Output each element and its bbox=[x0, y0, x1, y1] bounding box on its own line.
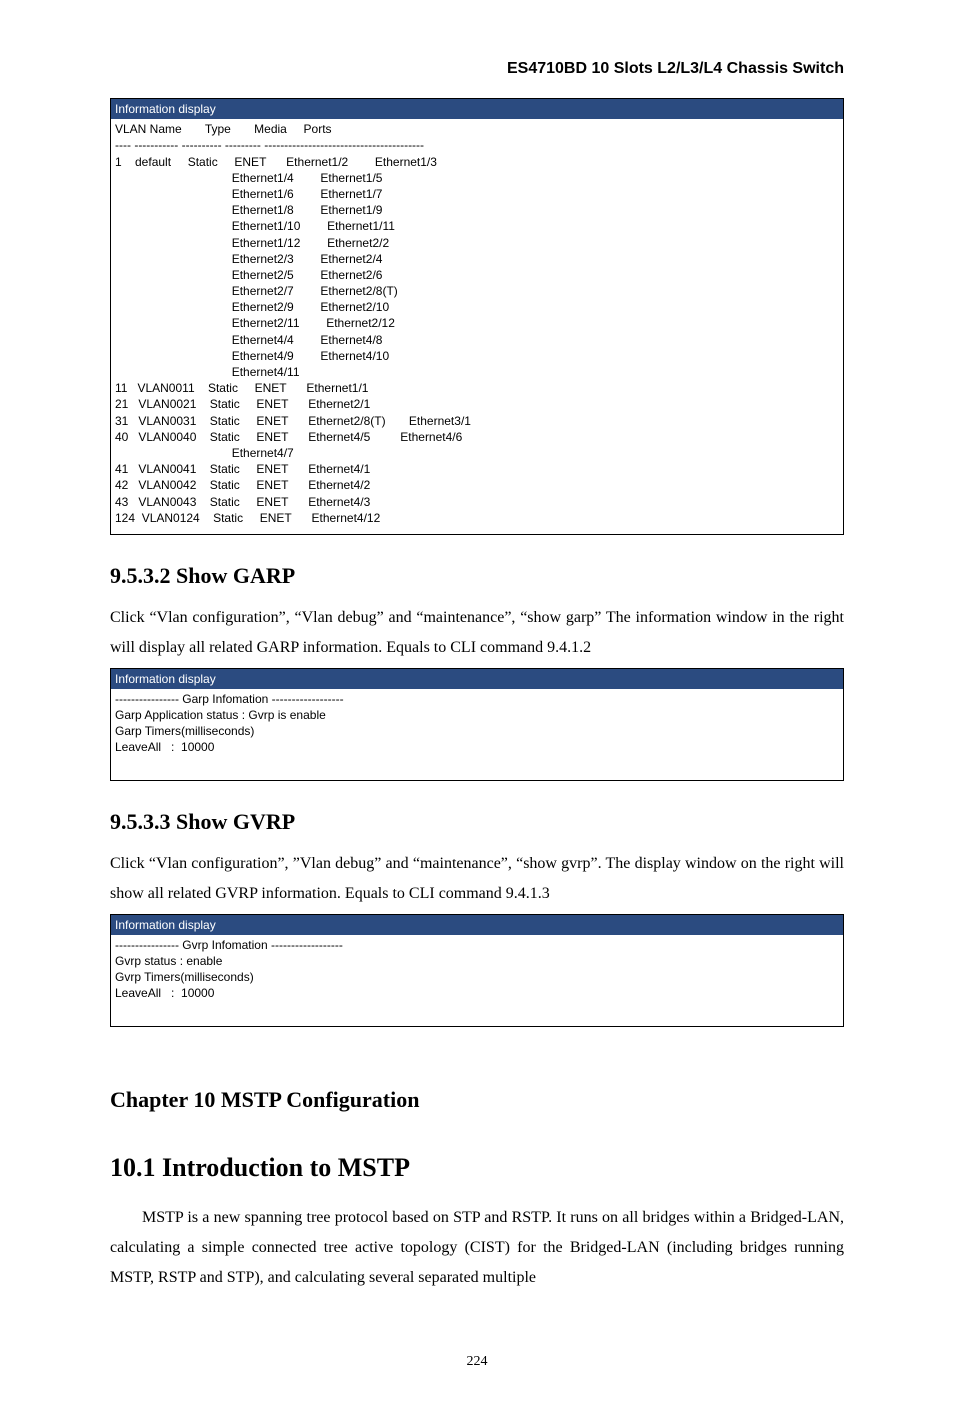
vlan-info-box: Information display VLAN Name Type Media… bbox=[110, 98, 844, 535]
section-9-5-3-2-title: 9.5.3.2 Show GARP bbox=[110, 563, 844, 589]
section-10-1-title: 10.1 Introduction to MSTP bbox=[110, 1153, 844, 1183]
chapter-10-title: Chapter 10 MSTP Configuration bbox=[110, 1087, 844, 1113]
gvrp-info-body: ---------------- Gvrp Infomation -------… bbox=[111, 935, 843, 1026]
vlan-info-body: VLAN Name Type Media Ports ---- --------… bbox=[111, 119, 843, 534]
page-number: 224 bbox=[110, 1354, 844, 1370]
garp-info-box: Information display ---------------- Gar… bbox=[110, 668, 844, 781]
garp-info-body: ---------------- Garp Infomation -------… bbox=[111, 689, 843, 780]
garp-paragraph: Click “Vlan configuration”, “Vlan debug”… bbox=[110, 603, 844, 664]
section-9-5-3-3-title: 9.5.3.3 Show GVRP bbox=[110, 809, 844, 835]
doc-title: ES4710BD 10 Slots L2/L3/L4 Chassis Switc… bbox=[110, 60, 844, 78]
gvrp-info-box: Information display ---------------- Gvr… bbox=[110, 914, 844, 1027]
garp-info-header: Information display bbox=[111, 669, 843, 689]
vlan-info-header: Information display bbox=[111, 99, 843, 119]
gvrp-info-header: Information display bbox=[111, 915, 843, 935]
page-root: ES4710BD 10 Slots L2/L3/L4 Chassis Switc… bbox=[0, 0, 954, 1410]
gvrp-paragraph: Click “Vlan configuration”, ”Vlan debug”… bbox=[110, 849, 844, 910]
mstp-intro-paragraph: MSTP is a new spanning tree protocol bas… bbox=[110, 1203, 844, 1294]
